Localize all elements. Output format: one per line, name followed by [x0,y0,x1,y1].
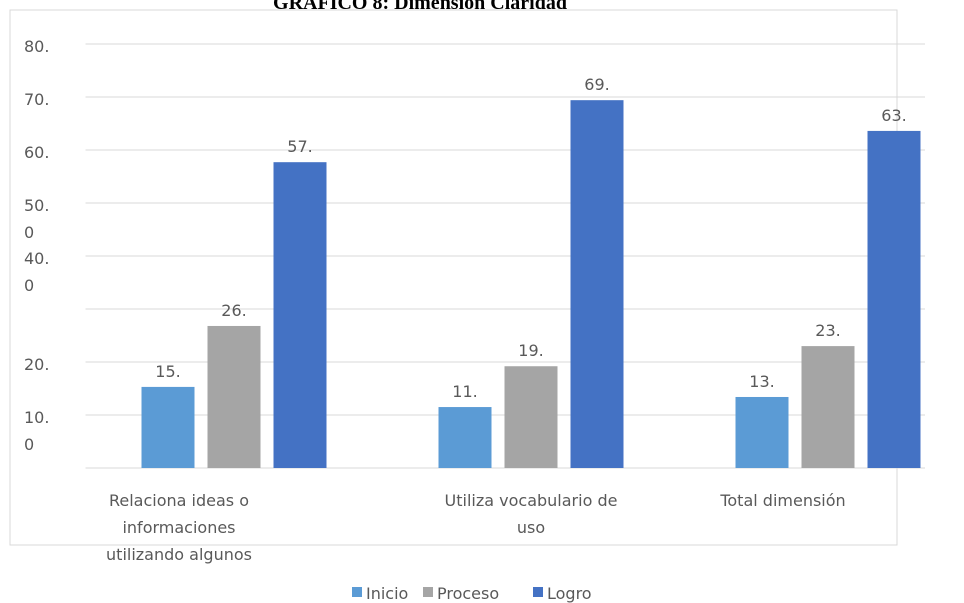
bar [570,100,624,469]
bar [273,162,327,468]
value-label: 11. [452,382,477,401]
legend-swatch [423,587,433,597]
bar [207,325,261,468]
y-tick-label: 60. [24,143,49,162]
y-tick-label: 70. [24,90,49,109]
bar [141,386,195,468]
value-label: 15. [155,362,180,381]
bar [438,407,492,468]
bar [867,130,921,469]
legend-swatch [352,587,362,597]
x-tick-label: Utiliza vocabulario de uso [445,491,618,537]
legend-label: Proceso [437,584,499,603]
legend-swatch [533,587,543,597]
y-tick-label: 40. 0 [24,249,49,295]
value-label: 63. [881,106,906,125]
bar [801,346,855,468]
bar [504,366,558,468]
x-tick-label: Total dimensión [719,491,845,510]
y-tick-label: 50. 0 [24,196,49,242]
y-tick-label: 10. 0 [24,408,49,454]
value-label: 69. [584,75,609,94]
legend-label: Logro [547,584,592,603]
y-tick-label: 80. [24,37,49,56]
value-label: 19. [518,341,543,360]
value-label: 57. [287,137,312,156]
bar [735,396,789,468]
y-tick-label: 20. [24,355,49,374]
value-label: 23. [815,321,840,340]
x-tick-label: Relaciona ideas o informaciones utilizando… [106,491,252,564]
legend-label: Inicio [366,584,408,603]
value-label: 26. [221,301,246,320]
chart-title: GRÁFICO 8: Dimensión Claridad [273,0,567,14]
value-label: 13. [749,372,774,391]
